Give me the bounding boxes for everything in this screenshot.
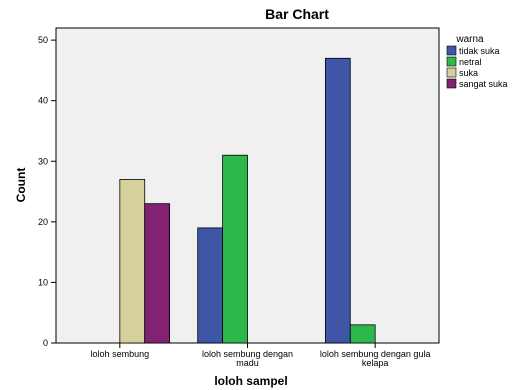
x-tick-label: loloh sembung bbox=[91, 349, 150, 359]
x-tick-label: madu bbox=[236, 358, 259, 368]
bar-netral bbox=[222, 154, 248, 344]
legend-swatch-sangat-suka bbox=[446, 78, 457, 89]
chart-title: Bar Chart bbox=[265, 6, 329, 22]
y-tick-label: 50 bbox=[38, 35, 48, 45]
y-tick-label: 20 bbox=[38, 217, 48, 227]
x-tick-label: loloh sembung dengan gula bbox=[320, 349, 431, 359]
y-tick-label: 10 bbox=[38, 277, 48, 287]
legend-label: sangat suka bbox=[459, 79, 508, 89]
y-tick-label: 40 bbox=[38, 96, 48, 106]
legend-swatch-suka bbox=[446, 67, 457, 78]
legend-swatch-netral bbox=[446, 56, 457, 67]
bars-group bbox=[119, 57, 376, 344]
legend-title: warna bbox=[455, 34, 484, 45]
y-axis-ticks: 0 10 20 30 40 50 bbox=[38, 35, 56, 348]
y-axis-title: Count bbox=[14, 168, 28, 203]
bar-tidak-suka bbox=[324, 57, 351, 344]
y-tick-label: 0 bbox=[43, 338, 48, 348]
bar-suka bbox=[119, 179, 146, 344]
x-axis-title: loloh sampel bbox=[214, 374, 287, 388]
legend-label: suka bbox=[459, 68, 478, 78]
legend-label: tidak suka bbox=[459, 46, 500, 56]
legend-label: netral bbox=[459, 57, 482, 67]
legend-swatch-tidak-suka bbox=[446, 45, 457, 56]
x-tick-label: loloh sembung dengan bbox=[202, 349, 293, 359]
bar-netral bbox=[349, 324, 376, 344]
x-tick-label: kelapa bbox=[362, 358, 389, 368]
bar-tidak-suka bbox=[197, 227, 224, 344]
bar-sangat-suka bbox=[144, 203, 171, 344]
y-tick-label: 30 bbox=[38, 156, 48, 166]
